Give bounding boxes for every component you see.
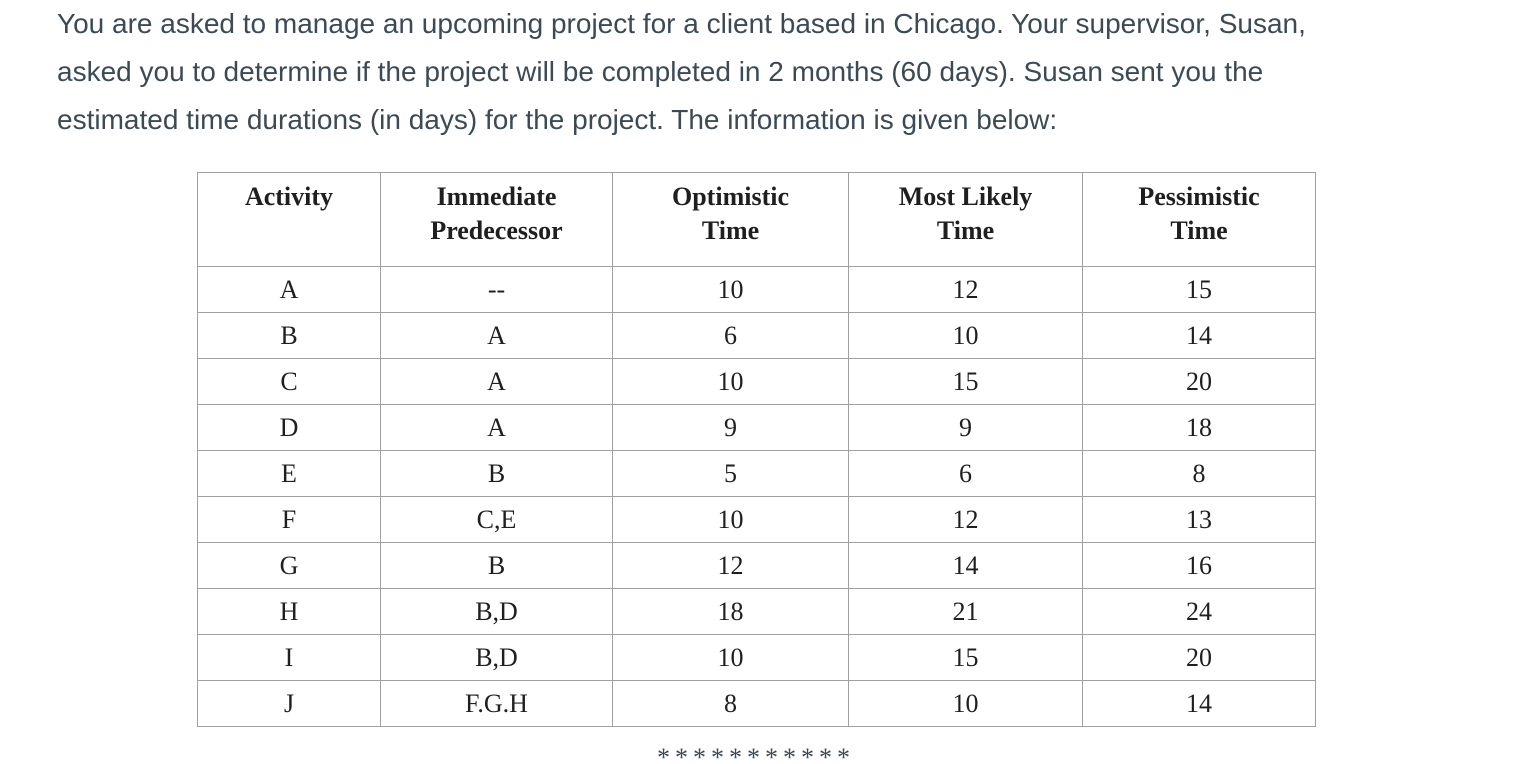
cell-most-likely: 12 [848, 266, 1083, 313]
cell-activity: D [197, 404, 381, 451]
cell-predecessor: C,E [380, 496, 613, 543]
cell-most-likely: 12 [848, 496, 1083, 543]
activity-duration-table: Activity Immediate Predecessor Optimisti… [197, 172, 1316, 727]
column-header-most-likely-time: Most Likely Time [848, 172, 1083, 267]
cell-activity: E [197, 450, 381, 497]
cell-pessimistic: 20 [1082, 358, 1316, 405]
cell-optimistic: 10 [612, 634, 849, 681]
table-row: C A 10 15 20 [197, 358, 1316, 405]
table-row: B A 6 10 14 [197, 312, 1316, 359]
column-header-optimistic-time: Optimistic Time [612, 172, 849, 267]
cell-predecessor: A [380, 358, 613, 405]
cell-predecessor: F.G.H [380, 680, 613, 727]
column-header-immediate-predecessor: Immediate Predecessor [380, 172, 613, 267]
table-row: E B 5 6 8 [197, 450, 1316, 497]
cell-most-likely: 10 [848, 680, 1083, 727]
cell-optimistic: 5 [612, 450, 849, 497]
cell-most-likely: 10 [848, 312, 1083, 359]
cell-activity: F [197, 496, 381, 543]
cell-pessimistic: 13 [1082, 496, 1316, 543]
cell-activity: C [197, 358, 381, 405]
cell-optimistic: 6 [612, 312, 849, 359]
cell-pessimistic: 15 [1082, 266, 1316, 313]
column-header-activity: Activity [197, 172, 381, 267]
cell-activity: J [197, 680, 381, 727]
cell-pessimistic: 14 [1082, 312, 1316, 359]
cell-pessimistic: 8 [1082, 450, 1316, 497]
cell-activity: I [197, 634, 381, 681]
cell-most-likely: 15 [848, 634, 1083, 681]
table-row: I B,D 10 15 20 [197, 634, 1316, 681]
question-text-line: asked you to determine if the project wi… [57, 56, 1264, 87]
cell-pessimistic: 20 [1082, 634, 1316, 681]
table-row: H B,D 18 21 24 [197, 588, 1316, 635]
cell-predecessor: A [380, 404, 613, 451]
cell-optimistic: 18 [612, 588, 849, 635]
cell-predecessor: A [380, 312, 613, 359]
question-text-line: estimated time durations (in days) for t… [57, 104, 1058, 135]
cell-pessimistic: 18 [1082, 404, 1316, 451]
question-text-line: You are asked to manage an upcoming proj… [57, 8, 1306, 39]
cell-predecessor: B,D [380, 588, 613, 635]
cell-most-likely: 14 [848, 542, 1083, 589]
cell-predecessor: -- [380, 266, 613, 313]
cell-activity: G [197, 542, 381, 589]
table-row: G B 12 14 16 [197, 542, 1316, 589]
cell-most-likely: 21 [848, 588, 1083, 635]
cell-most-likely: 15 [848, 358, 1083, 405]
cell-activity: A [197, 266, 381, 313]
cell-most-likely: 9 [848, 404, 1083, 451]
column-header-pessimistic-time: Pessimistic Time [1082, 172, 1316, 267]
table-row: J F.G.H 8 10 14 [197, 680, 1316, 727]
table-row: A -- 10 12 15 [197, 266, 1316, 313]
cell-activity: B [197, 312, 381, 359]
cell-pessimistic: 14 [1082, 680, 1316, 727]
cell-predecessor: B [380, 542, 613, 589]
cell-pessimistic: 24 [1082, 588, 1316, 635]
cell-predecessor: B,D [380, 634, 613, 681]
cell-optimistic: 9 [612, 404, 849, 451]
cell-pessimistic: 16 [1082, 542, 1316, 589]
cell-most-likely: 6 [848, 450, 1083, 497]
table-header-row: Activity Immediate Predecessor Optimisti… [197, 172, 1316, 267]
asterisk-divider: *********** [657, 743, 855, 764]
cell-optimistic: 10 [612, 496, 849, 543]
cell-optimistic: 8 [612, 680, 849, 727]
cell-activity: H [197, 588, 381, 635]
cell-optimistic: 10 [612, 266, 849, 313]
table-row: D A 9 9 18 [197, 404, 1316, 451]
cell-predecessor: B [380, 450, 613, 497]
table-row: F C,E 10 12 13 [197, 496, 1316, 543]
cell-optimistic: 12 [612, 542, 849, 589]
question-text: You are asked to manage an upcoming proj… [57, 0, 1497, 144]
cell-optimistic: 10 [612, 358, 849, 405]
